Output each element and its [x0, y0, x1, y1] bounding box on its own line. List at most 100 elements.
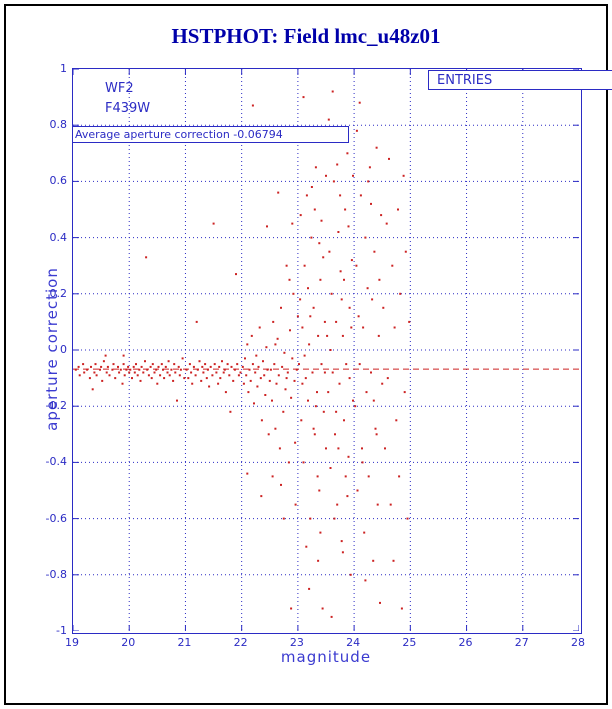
data-point — [346, 495, 349, 498]
data-point — [135, 363, 137, 366]
data-point — [292, 292, 295, 295]
data-point — [398, 475, 401, 478]
data-point — [290, 396, 293, 399]
data-point — [389, 503, 392, 506]
data-point — [91, 388, 94, 391]
data-point — [229, 410, 232, 413]
data-point — [209, 365, 212, 368]
data-point — [217, 382, 220, 385]
data-point — [296, 315, 299, 318]
data-point — [329, 467, 332, 469]
data-point — [224, 391, 227, 394]
data-point — [375, 433, 378, 436]
data-point — [271, 475, 274, 478]
data-point — [388, 157, 390, 160]
data-point — [286, 371, 289, 374]
data-point — [307, 399, 309, 402]
data-point — [337, 447, 340, 450]
data-point — [332, 180, 335, 183]
data-point — [144, 360, 146, 363]
data-point — [74, 368, 77, 371]
data-point — [133, 371, 136, 374]
data-point — [277, 191, 280, 194]
data-point — [198, 360, 201, 363]
data-point — [343, 278, 345, 281]
data-point — [205, 377, 208, 380]
scatter-plot-canvas — [73, 69, 579, 631]
data-point — [118, 371, 121, 374]
data-point — [321, 607, 324, 610]
data-point — [162, 368, 164, 371]
data-point — [329, 349, 332, 351]
data-point — [404, 250, 407, 253]
data-point — [237, 374, 240, 377]
y-tick-label: -0.8 — [45, 567, 67, 581]
data-point — [185, 368, 188, 371]
data-point — [245, 374, 248, 377]
data-point — [239, 371, 242, 374]
x-tick-label: 27 — [514, 636, 529, 649]
data-point — [230, 365, 233, 368]
data-point — [340, 540, 343, 543]
entries-stat-box: ENTRIES 919 — [428, 70, 612, 90]
data-point — [157, 365, 160, 368]
data-point — [358, 101, 361, 104]
data-point — [384, 447, 386, 450]
data-point — [188, 363, 191, 366]
data-point — [375, 146, 378, 149]
data-point — [377, 334, 380, 337]
data-point — [246, 343, 249, 346]
data-point — [88, 377, 91, 380]
data-point — [156, 382, 159, 385]
y-tick-label: -0.6 — [45, 511, 67, 525]
y-tick-label: 0.8 — [49, 118, 68, 132]
data-point — [291, 222, 294, 225]
data-point — [344, 208, 347, 211]
data-point — [257, 365, 260, 368]
data-point — [291, 357, 294, 360]
data-point — [282, 410, 285, 413]
data-point — [338, 382, 341, 385]
data-point — [285, 377, 288, 380]
data-point — [350, 259, 353, 262]
data-point — [187, 377, 190, 380]
data-point — [163, 377, 166, 380]
data-point — [294, 503, 297, 506]
data-point — [348, 377, 351, 380]
y-tick-label: 0.2 — [49, 286, 68, 300]
data-point — [331, 90, 334, 93]
data-point — [322, 410, 325, 413]
data-point — [271, 399, 273, 402]
data-point — [151, 363, 154, 366]
data-point — [381, 382, 384, 385]
data-point — [78, 374, 81, 377]
data-point — [312, 306, 315, 309]
page-title: HSTPHOT: Field lmc_u48z01 — [171, 24, 441, 48]
data-point — [190, 371, 193, 374]
data-point — [309, 517, 312, 520]
data-point — [357, 315, 360, 318]
data-point — [371, 298, 374, 301]
data-point — [400, 607, 403, 610]
data-point — [123, 374, 126, 377]
x-tick-label: 25 — [402, 636, 417, 649]
data-point — [305, 194, 308, 197]
data-point — [320, 219, 323, 222]
data-point — [293, 379, 296, 382]
data-point — [294, 441, 297, 444]
data-point — [313, 433, 316, 436]
data-point — [221, 360, 223, 363]
data-point — [273, 363, 276, 366]
data-point — [114, 377, 117, 380]
data-point — [323, 371, 326, 374]
data-point — [167, 360, 170, 363]
data-point — [366, 287, 369, 290]
data-point — [363, 531, 366, 534]
data-point — [316, 475, 319, 478]
data-point — [302, 96, 305, 99]
scatter-points — [74, 90, 411, 618]
data-point — [345, 363, 348, 366]
data-point — [213, 363, 216, 366]
data-point — [344, 475, 347, 478]
data-point — [314, 166, 317, 169]
